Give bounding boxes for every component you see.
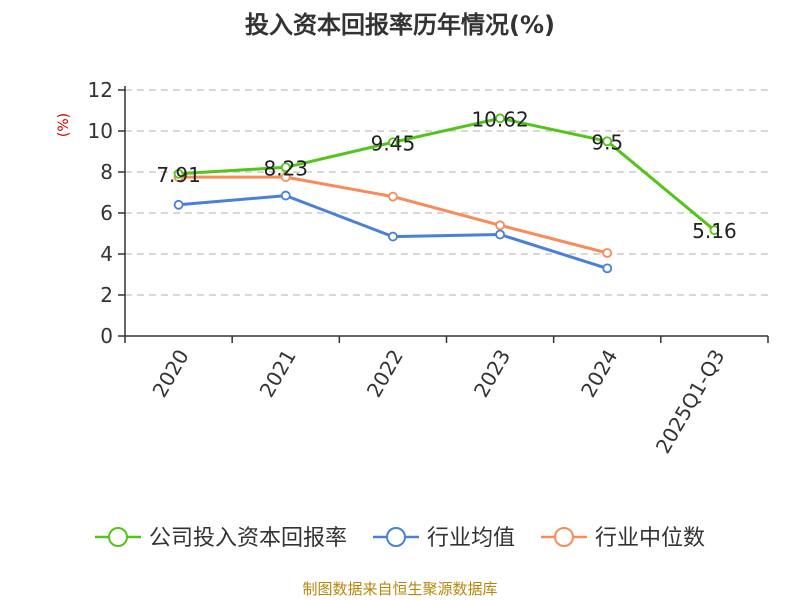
x-tick-label: 2021	[255, 345, 301, 401]
data-point	[709, 225, 720, 236]
data-point	[602, 136, 613, 147]
x-tick-label: 2024	[576, 345, 622, 401]
chart-title: 投入资本回报率历年情况(%)	[245, 11, 555, 39]
x-tick-label: 2020	[147, 345, 193, 401]
legend-marker-icon	[386, 527, 406, 547]
data-point	[173, 168, 184, 179]
data-point	[280, 162, 291, 173]
data-point	[602, 248, 613, 258]
data-label: 9.5	[591, 130, 623, 154]
legend-item[interactable]: 公司投入资本回报率	[95, 526, 347, 551]
data-label: 5.16	[692, 219, 737, 243]
legend: 公司投入资本回报率 行业均值 行业中位数	[95, 526, 705, 551]
series-line	[178, 116, 716, 232]
data-point	[602, 263, 613, 274]
y-tick-label: 2	[100, 283, 113, 307]
y-tick-label: 10	[88, 119, 113, 143]
legend-item[interactable]: 行业均值	[373, 526, 515, 551]
y-tick-label: 0	[100, 324, 113, 348]
data-labels: 7.91 8.23 9.45 10.62 9.5 5.16	[156, 107, 736, 243]
series-line	[178, 175, 608, 255]
legend-label: 行业均值	[427, 526, 515, 551]
data-label: 7.91	[156, 163, 201, 187]
data-point	[495, 113, 505, 124]
data-point	[173, 199, 184, 210]
data-label: 10.62	[471, 107, 528, 131]
legend-marker-icon	[554, 527, 574, 547]
legend-label: 公司投入资本回报率	[149, 526, 347, 551]
data-point	[388, 231, 398, 242]
source-note: 制图数据来自恒生聚源数据库	[302, 580, 497, 598]
y-tick-label: 8	[100, 160, 113, 184]
x-tick-label: 2025Q1-Q3	[651, 345, 730, 457]
legend-label: 行业中位数	[595, 526, 705, 551]
y-tick-label: 4	[100, 242, 113, 266]
y-axis-label: (%)	[56, 113, 72, 137]
data-point	[495, 229, 505, 240]
data-point	[495, 220, 505, 231]
data-point	[388, 137, 398, 148]
data-point	[388, 191, 398, 202]
x-tick-label: 2022	[362, 345, 408, 401]
x-tick-label: 2023	[469, 345, 515, 401]
y-tick-label: 12	[88, 78, 113, 102]
series-lines	[173, 113, 720, 274]
data-label: 9.45	[371, 131, 416, 155]
data-point	[280, 172, 291, 183]
grid-lines	[125, 89, 768, 296]
legend-item[interactable]: 行业中位数	[541, 526, 705, 551]
y-tick-label: 6	[100, 201, 113, 225]
data-point	[280, 190, 291, 201]
data-label: 8.23	[263, 156, 308, 180]
legend-marker-icon	[108, 527, 128, 547]
